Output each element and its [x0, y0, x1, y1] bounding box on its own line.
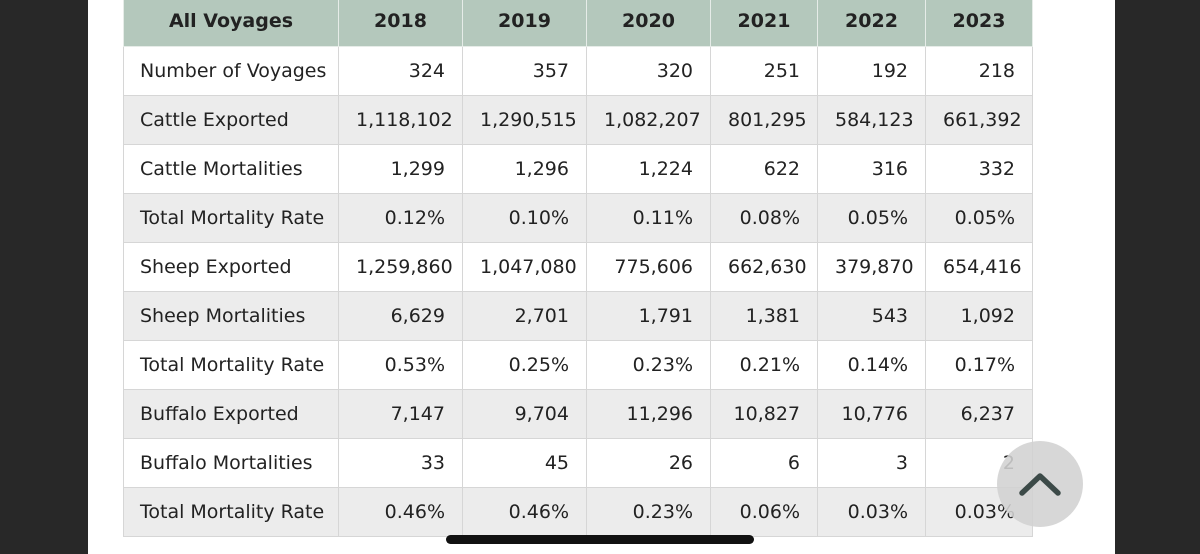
table-cell: 10,776 — [817, 389, 926, 439]
table-row: Cattle Mortalities 1,299 1,296 1,224 622… — [123, 144, 1033, 194]
table-cell: 0.05% — [817, 193, 926, 243]
table-cell: 251 — [710, 46, 818, 96]
table-cell: 801,295 — [710, 95, 818, 145]
table-cell: 622 — [710, 144, 818, 194]
table-row: Buffalo Exported 7,147 9,704 11,296 10,8… — [123, 389, 1033, 439]
table-cell: 6,629 — [338, 291, 463, 341]
row-label: Total Mortality Rate — [123, 193, 339, 243]
table-cell: 192 — [817, 46, 926, 96]
table-cell: 1,296 — [462, 144, 587, 194]
right-dark-margin — [1115, 0, 1200, 554]
table-cell: 0.08% — [710, 193, 818, 243]
table-row: Total Mortality Rate 0.46% 0.46% 0.23% 0… — [123, 487, 1033, 537]
table-cell: 218 — [925, 46, 1033, 96]
column-header: 2020 — [586, 0, 711, 47]
voyages-table: All Voyages 2018 2019 2020 2021 2022 202… — [123, 0, 1033, 537]
home-indicator[interactable] — [446, 535, 754, 544]
table-cell: 26 — [586, 438, 711, 488]
table-cell: 10,827 — [710, 389, 818, 439]
table-cell: 0.17% — [925, 340, 1033, 390]
table-cell: 1,092 — [925, 291, 1033, 341]
left-dark-margin — [0, 0, 88, 554]
column-header: 2021 — [710, 0, 818, 47]
column-header: 2022 — [817, 0, 926, 47]
scroll-to-top-button[interactable] — [997, 441, 1083, 527]
table-cell: 2,701 — [462, 291, 587, 341]
table-cell: 6 — [710, 438, 818, 488]
table-row: Sheep Mortalities 6,629 2,701 1,791 1,38… — [123, 291, 1033, 341]
table-cell: 332 — [925, 144, 1033, 194]
row-label: Cattle Mortalities — [123, 144, 339, 194]
column-header: 2019 — [462, 0, 587, 47]
table-cell: 379,870 — [817, 242, 926, 292]
table-header-row: All Voyages 2018 2019 2020 2021 2022 202… — [123, 0, 1033, 47]
table-cell: 9,704 — [462, 389, 587, 439]
table-cell: 1,791 — [586, 291, 711, 341]
table-cell: 0.05% — [925, 193, 1033, 243]
table-cell: 1,118,102 — [338, 95, 463, 145]
table-cell: 1,047,080 — [462, 242, 587, 292]
row-label: Buffalo Mortalities — [123, 438, 339, 488]
table-cell: 1,299 — [338, 144, 463, 194]
table-cell: 0.10% — [462, 193, 587, 243]
table-cell: 3 — [817, 438, 926, 488]
table-cell: 0.53% — [338, 340, 463, 390]
table-cell: 0.21% — [710, 340, 818, 390]
table-row: Number of Voyages 324 357 320 251 192 21… — [123, 46, 1033, 96]
table-cell: 0.11% — [586, 193, 711, 243]
row-label: Total Mortality Rate — [123, 340, 339, 390]
table-cell: 1,082,207 — [586, 95, 711, 145]
row-label: Buffalo Exported — [123, 389, 339, 439]
table-cell: 1,290,515 — [462, 95, 587, 145]
column-header: 2023 — [925, 0, 1033, 47]
table-cell: 0.46% — [462, 487, 587, 537]
table-cell: 357 — [462, 46, 587, 96]
table-cell: 316 — [817, 144, 926, 194]
table-cell: 0.23% — [586, 487, 711, 537]
table-cell: 1,259,860 — [338, 242, 463, 292]
table-row: Cattle Exported 1,118,102 1,290,515 1,08… — [123, 95, 1033, 145]
table-cell: 584,123 — [817, 95, 926, 145]
table-cell: 320 — [586, 46, 711, 96]
table-row: Buffalo Mortalities 33 45 26 6 3 2 — [123, 438, 1033, 488]
table-cell: 0.14% — [817, 340, 926, 390]
row-label: Sheep Exported — [123, 242, 339, 292]
row-label: Sheep Mortalities — [123, 291, 339, 341]
table-cell: 6,237 — [925, 389, 1033, 439]
table-cell: 0.03% — [817, 487, 926, 537]
page-content: All Voyages 2018 2019 2020 2021 2022 202… — [88, 0, 1115, 554]
table-cell: 7,147 — [338, 389, 463, 439]
table-cell: 0.23% — [586, 340, 711, 390]
table-row: Total Mortality Rate 0.53% 0.25% 0.23% 0… — [123, 340, 1033, 390]
table-cell: 0.25% — [462, 340, 587, 390]
row-label: Number of Voyages — [123, 46, 339, 96]
table-cell: 661,392 — [925, 95, 1033, 145]
table-cell: 0.06% — [710, 487, 818, 537]
chevron-up-icon — [1019, 473, 1061, 496]
table-cell: 662,630 — [710, 242, 818, 292]
table-cell: 775,606 — [586, 242, 711, 292]
row-label: Cattle Exported — [123, 95, 339, 145]
table-cell: 1,224 — [586, 144, 711, 194]
table-cell: 0.46% — [338, 487, 463, 537]
table-cell: 654,416 — [925, 242, 1033, 292]
table-cell: 1,381 — [710, 291, 818, 341]
table-cell: 0.12% — [338, 193, 463, 243]
table-row: Sheep Exported 1,259,860 1,047,080 775,6… — [123, 242, 1033, 292]
table-cell: 33 — [338, 438, 463, 488]
table-cell: 324 — [338, 46, 463, 96]
column-header: 2018 — [338, 0, 463, 47]
column-header: All Voyages — [123, 0, 339, 47]
table-cell: 45 — [462, 438, 587, 488]
table-row: Total Mortality Rate 0.12% 0.10% 0.11% 0… — [123, 193, 1033, 243]
row-label: Total Mortality Rate — [123, 487, 339, 537]
table-cell: 11,296 — [586, 389, 711, 439]
table-cell: 543 — [817, 291, 926, 341]
